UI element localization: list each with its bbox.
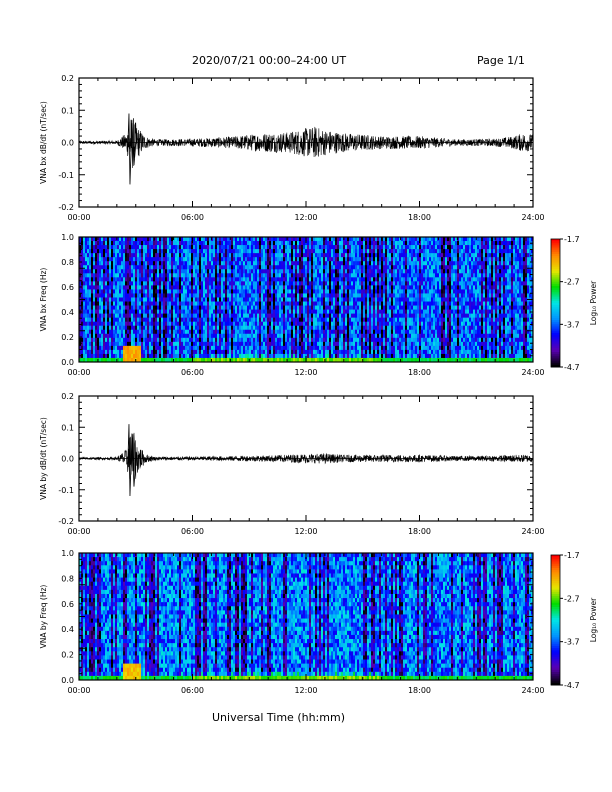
spectrogram-cells — [79, 237, 533, 362]
magnetometer-figure: 0.2 0.1 0.0 -0.1 -0.200:00 06:00 12:00 18:00 24:… — [0, 0, 612, 792]
y-axis-title: VNA bx dB/dt (nT/sec) — [39, 101, 48, 184]
y-tick-label: 0.0 — [61, 139, 74, 148]
x-tick-label: 24:00 — [521, 213, 544, 222]
x-tick-label: 18:00 — [408, 213, 431, 222]
y-tick-label: 0.2 — [61, 74, 74, 83]
y-tick-label: -0.1 — [58, 171, 74, 180]
y-tick-label: 0.1 — [61, 106, 74, 115]
x-tick-label: 12:00 — [294, 213, 317, 222]
y-tick-label: -0.2 — [58, 203, 74, 212]
signal-series — [79, 118, 533, 168]
x-tick-label: 00:00 — [67, 213, 90, 222]
x-tick-label: 06:00 — [181, 213, 204, 222]
